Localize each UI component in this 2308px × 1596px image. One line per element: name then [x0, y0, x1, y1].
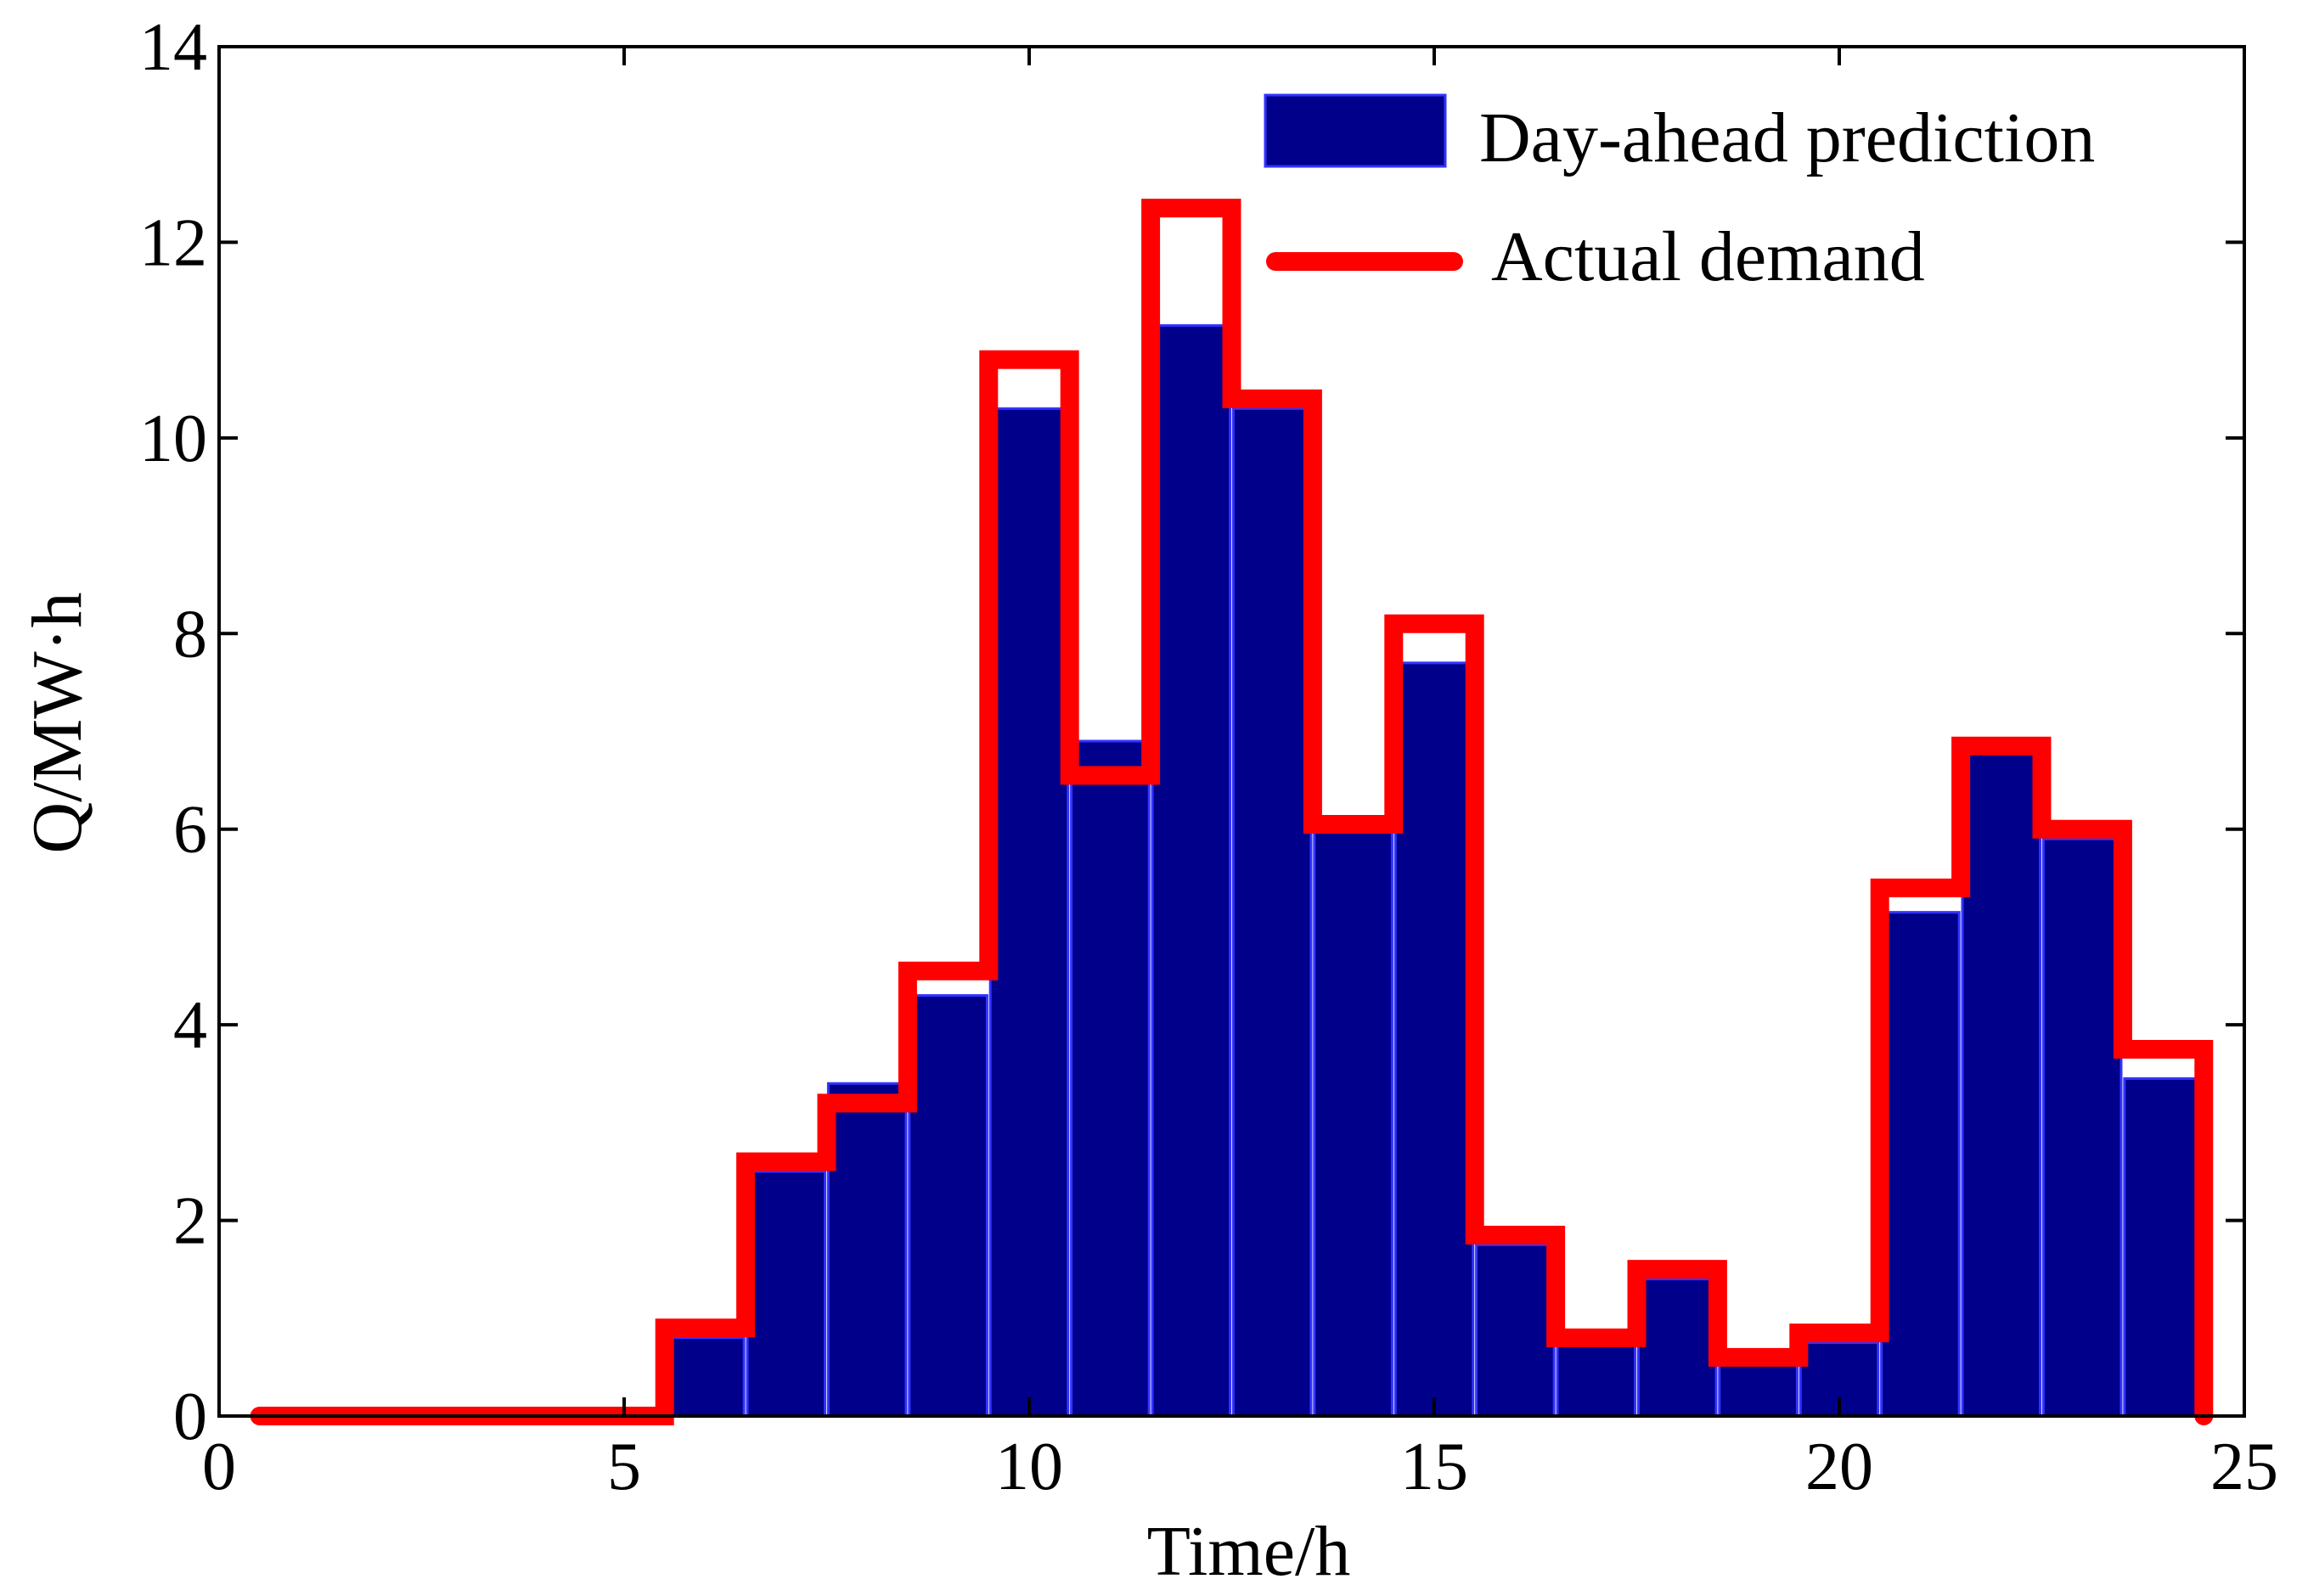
y-tick-label: 12: [139, 205, 207, 280]
bar-hour-16: [1475, 1243, 1556, 1418]
y-tick-label: 2: [173, 1184, 207, 1259]
bar-hour-13: [1231, 407, 1313, 1418]
bar-hour-22: [1961, 750, 2042, 1418]
line-layer: [250, 199, 2214, 1425]
x-tick-label: 10: [995, 1430, 1063, 1504]
bar-hour-14: [1313, 828, 1393, 1418]
y-tick-label: 4: [173, 988, 207, 1063]
x-tick-label: 15: [1400, 1430, 1468, 1504]
bar-hour-19: [1718, 1361, 1799, 1418]
plot-frame: [217, 45, 2246, 1418]
bar-hour-8: [826, 1082, 908, 1418]
legend-label-day-ahead-prediction: Day-ahead prediction: [1479, 98, 2095, 177]
actual-demand-line: [250, 199, 2214, 1425]
legend-swatch-day-ahead-prediction: [1264, 93, 1447, 168]
x-tick-label: 25: [2210, 1430, 2278, 1504]
bar-hour-7: [746, 1170, 827, 1418]
bar-hour-12: [1151, 323, 1232, 1418]
x-tick-label: 5: [607, 1430, 641, 1504]
x-tick-label: 20: [1805, 1430, 1873, 1504]
bar-hour-21: [1880, 911, 1961, 1418]
bar-hour-10: [988, 407, 1070, 1418]
bar-hour-24: [2123, 1077, 2204, 1418]
bar-hour-18: [1636, 1278, 1718, 1418]
y-axis-label: Q/MW·h: [18, 593, 97, 854]
bars-layer: [665, 323, 2204, 1418]
bar-hour-15: [1393, 661, 1475, 1418]
legend-label-actual-demand: Actual demand: [1491, 217, 1925, 296]
bar-hour-17: [1556, 1341, 1637, 1418]
y-tick-label: 6: [173, 793, 207, 868]
bar-hour-6: [665, 1336, 746, 1418]
y-tick-label: 0: [173, 1380, 207, 1454]
bar-hour-11: [1070, 739, 1151, 1418]
ticks-layer: 0 5 10 15 20 25 0 2 4 6 8 10 12 14: [139, 10, 2278, 1504]
y-tick-label: 14: [139, 10, 207, 85]
bar-hour-23: [2041, 837, 2123, 1418]
y-tick-label: 10: [139, 402, 207, 476]
legend: Day-ahead prediction Actual demand: [1264, 93, 2095, 296]
x-axis-label: Time/h: [1147, 1512, 1351, 1591]
bar-hour-9: [908, 994, 988, 1418]
x-tick-label: 0: [202, 1430, 236, 1504]
y-tick-label: 8: [173, 597, 207, 672]
